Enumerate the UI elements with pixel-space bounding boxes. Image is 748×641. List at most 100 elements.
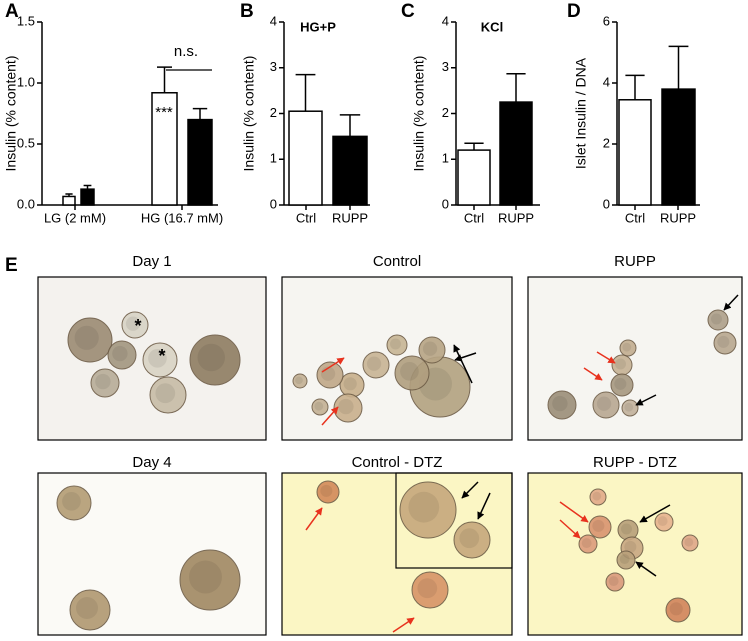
- y-tick-label: 0: [442, 196, 449, 211]
- islet: [621, 399, 639, 417]
- x-tick-label: Ctrl: [464, 210, 484, 225]
- islet: [386, 334, 408, 356]
- y-tick-label: 1: [270, 151, 277, 166]
- error-bar: [83, 184, 92, 190]
- islet-core: [417, 578, 438, 599]
- islet-core: [295, 376, 303, 385]
- islet: [707, 309, 729, 331]
- islet-core: [596, 396, 612, 411]
- islet: [610, 373, 634, 397]
- islet: [121, 311, 149, 339]
- islet: [362, 351, 390, 379]
- bar: [187, 118, 213, 206]
- islet: [665, 597, 691, 623]
- chart-title: KCl: [481, 19, 503, 34]
- image-label: Control - DTZ: [352, 454, 443, 471]
- islet: [578, 534, 598, 554]
- islet: [605, 572, 625, 592]
- islet-core: [320, 484, 333, 497]
- panel-letter: C: [401, 1, 415, 22]
- image-label: RUPP - DTZ: [593, 454, 677, 471]
- error-bar: [65, 193, 73, 197]
- bar: [618, 99, 652, 206]
- islet-core: [581, 538, 592, 549]
- bar: [288, 110, 323, 206]
- panel-letter: B: [240, 1, 254, 22]
- islet-core: [76, 597, 98, 619]
- islet-core: [717, 335, 730, 348]
- arrow: [454, 352, 477, 362]
- islet-core: [314, 401, 324, 411]
- bar: [661, 88, 696, 206]
- bar: [62, 195, 76, 206]
- islet-core: [189, 560, 222, 594]
- arrow: [321, 357, 345, 373]
- islet-core: [669, 602, 683, 616]
- islet-core: [711, 313, 722, 325]
- error-bar: [625, 74, 645, 100]
- error-bar: [157, 66, 172, 93]
- islet-core: [592, 519, 605, 532]
- islet-core: [74, 325, 99, 350]
- islet-core: [459, 528, 480, 549]
- image-label: RUPP: [614, 253, 656, 270]
- islet-core: [155, 383, 176, 404]
- islet-core: [684, 537, 694, 547]
- arrow: [596, 351, 616, 364]
- islet: [149, 376, 187, 414]
- error-bar: [192, 107, 208, 120]
- islet-core: [624, 540, 637, 553]
- islet-core: [62, 491, 81, 511]
- error-bar: [506, 72, 526, 103]
- islet: [67, 317, 113, 363]
- islet-core: [615, 358, 626, 370]
- islet-core: [552, 395, 568, 412]
- bar: [499, 101, 533, 206]
- islet: [316, 361, 344, 389]
- islet: [56, 485, 92, 521]
- y-axis-label: Insulin (% content): [3, 56, 19, 172]
- islet: [589, 488, 607, 506]
- arrow: [639, 504, 671, 523]
- y-tick-label: 0: [603, 196, 610, 211]
- arrow: [392, 617, 415, 633]
- islet: [681, 534, 699, 552]
- islet: [316, 480, 340, 504]
- islet-core: [338, 398, 354, 415]
- islet: [418, 336, 446, 364]
- y-axis-label: Insulin (% content): [411, 56, 427, 172]
- islet: [654, 512, 674, 532]
- islet-core: [408, 491, 440, 523]
- islet-core: [390, 338, 401, 350]
- islet: [292, 373, 308, 389]
- islet: [311, 398, 329, 416]
- islet-core: [148, 348, 167, 368]
- y-tick-label: 0.5: [17, 135, 35, 150]
- islet-core: [343, 377, 357, 391]
- x-tick-label: HG (16.7 mM): [141, 210, 223, 225]
- islet-core: [608, 576, 619, 587]
- islet: [453, 521, 491, 559]
- error-bar: [464, 142, 484, 151]
- islet-core: [657, 516, 668, 527]
- asterisk: *: [158, 346, 165, 366]
- islet-core: [125, 316, 141, 331]
- panel-letter: D: [567, 1, 581, 22]
- error-bar: [295, 73, 316, 112]
- arrow: [635, 394, 657, 406]
- y-tick-label: 6: [603, 13, 610, 28]
- islet-core: [95, 373, 111, 390]
- annotation: **: [194, 141, 206, 158]
- arrow: [723, 294, 739, 311]
- y-tick-label: 2: [603, 135, 610, 150]
- y-tick-label: 4: [442, 13, 449, 28]
- panel-letter: A: [5, 1, 19, 22]
- micrograph: [281, 276, 513, 441]
- bar: [457, 149, 491, 206]
- islet: [547, 390, 577, 420]
- arrow: [305, 507, 323, 531]
- islet: [189, 334, 241, 386]
- image-label: Day 4: [132, 454, 171, 471]
- islet: [616, 550, 636, 570]
- annotation: ***: [155, 104, 173, 121]
